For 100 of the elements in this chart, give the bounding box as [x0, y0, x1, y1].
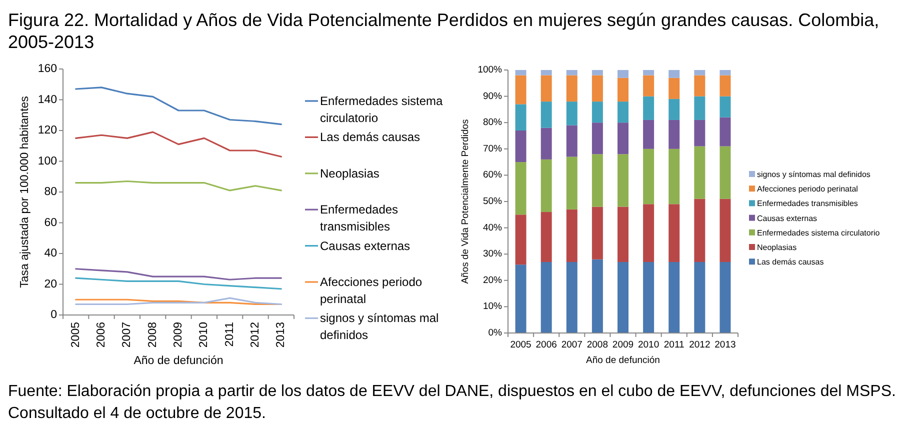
bar [694, 70, 706, 76]
bar [720, 70, 731, 76]
line-series [75, 277, 282, 290]
bar [643, 148, 654, 204]
bar [515, 162, 526, 215]
y-tick-label: 80% [482, 117, 503, 128]
legend-label: Las demás causas [757, 257, 824, 266]
bar [540, 128, 552, 160]
x-tick-label: 2008 [586, 340, 608, 350]
source-note: Fuente: Elaboración propia a partir de los datos de EEVV del DANE, dispuestos en el cubo de EEVV, defunciones del MSPS. Consultado el 4 de octubre de 2015. [8, 382, 896, 422]
bar [643, 70, 654, 76]
legend-label: Causas externas [320, 238, 410, 253]
y-tick-label: 120 [38, 124, 57, 136]
legend-label: Causas externas [757, 213, 818, 222]
x-tick-label: 2005 [510, 340, 532, 350]
line-series [75, 268, 282, 280]
y-tick-label: 100% [478, 64, 503, 76]
bar [618, 102, 628, 123]
line-series [75, 180, 282, 192]
x-tick-label: 2007 [561, 340, 582, 350]
bar [668, 204, 680, 262]
bar [515, 75, 526, 104]
y-axis-title: Años de Vida Potencialmente Perdidos [460, 118, 470, 284]
bar [694, 198, 706, 262]
bar [618, 122, 628, 154]
y-tick-label: 90% [482, 90, 503, 102]
bar [540, 212, 552, 262]
bar [540, 70, 552, 76]
bar [643, 262, 654, 333]
bar [618, 206, 628, 262]
line-series [75, 131, 282, 158]
y-tick-label: 40 [44, 248, 57, 260]
bar [566, 75, 578, 102]
bar [720, 198, 731, 262]
x-tick-label: 2010 [198, 322, 210, 348]
bar [668, 262, 680, 333]
bar [668, 70, 680, 78]
bar [618, 154, 628, 207]
bar [643, 96, 654, 120]
x-tick-label: 2007 [121, 322, 134, 348]
bar [515, 104, 526, 130]
bar [592, 259, 603, 333]
legend-label: signos y síntomas mal definidos [320, 311, 439, 342]
y-tick-label: 80 [44, 186, 57, 198]
bar [540, 159, 552, 212]
x-tick-label: 2012 [689, 340, 710, 350]
y-tick-label: 30% [482, 248, 503, 260]
y-tick-label: 20 [44, 278, 57, 290]
bar [720, 262, 731, 333]
x-tick-label: 2005 [70, 322, 82, 348]
x-tick-label: 2006 [96, 322, 108, 348]
x-axis-title: Año de defunción [586, 354, 660, 366]
y-tick-label: 60% [482, 170, 503, 181]
bar [618, 70, 628, 78]
y-tick-label: 50% [482, 196, 503, 207]
y-tick-label: 70% [482, 143, 503, 154]
x-tick-label: 2013 [714, 340, 736, 350]
bar [540, 102, 552, 128]
bar [720, 117, 731, 146]
y-tick-label: 100 [38, 155, 57, 168]
legend-label: Afecciones periodo perinatal [757, 184, 858, 194]
bar [694, 96, 706, 120]
legend-label: Enfermedades sistema circulatorio [320, 94, 444, 125]
bar [668, 98, 680, 120]
bar [694, 120, 706, 146]
bar [540, 262, 552, 333]
y-tick-label: 0% [488, 328, 503, 338]
bar [592, 102, 603, 123]
bar [540, 75, 552, 102]
bar [566, 102, 578, 126]
y-tick-label: 60 [44, 216, 57, 229]
bar [592, 75, 603, 102]
y-tick-label: 140 [38, 94, 57, 106]
bar [515, 130, 526, 162]
bar [566, 262, 578, 333]
bar [592, 122, 603, 154]
bar [618, 262, 628, 333]
x-tick-label: 2012 [250, 322, 262, 348]
x-axis-title: Año de defunción [134, 355, 224, 367]
x-tick-label: 2009 [172, 322, 184, 348]
legend-label: Enfermedades sistema circulatorio [757, 228, 880, 237]
x-tick-label: 2011 [224, 322, 236, 347]
y-tick-label: 40% [482, 222, 503, 234]
legend-label: Neoplasias [757, 242, 797, 252]
bar [668, 78, 680, 99]
y-tick-label: 0 [50, 309, 57, 321]
bar [515, 214, 526, 265]
bar [694, 146, 706, 199]
line-series [75, 86, 282, 126]
legend-label: Las demás causas [320, 130, 420, 144]
y-axis-title: Tasa ajustada por 100.000 habitantes [19, 96, 31, 288]
bar [618, 78, 628, 102]
bar [643, 204, 654, 262]
x-tick-label: 2013 [275, 322, 288, 348]
bar [566, 70, 578, 76]
legend-label: signos y síntomas mal definidos [757, 170, 870, 178]
x-tick-label: 2009 [612, 340, 634, 350]
bar [566, 156, 578, 210]
bar [720, 146, 731, 199]
bar [694, 262, 706, 333]
